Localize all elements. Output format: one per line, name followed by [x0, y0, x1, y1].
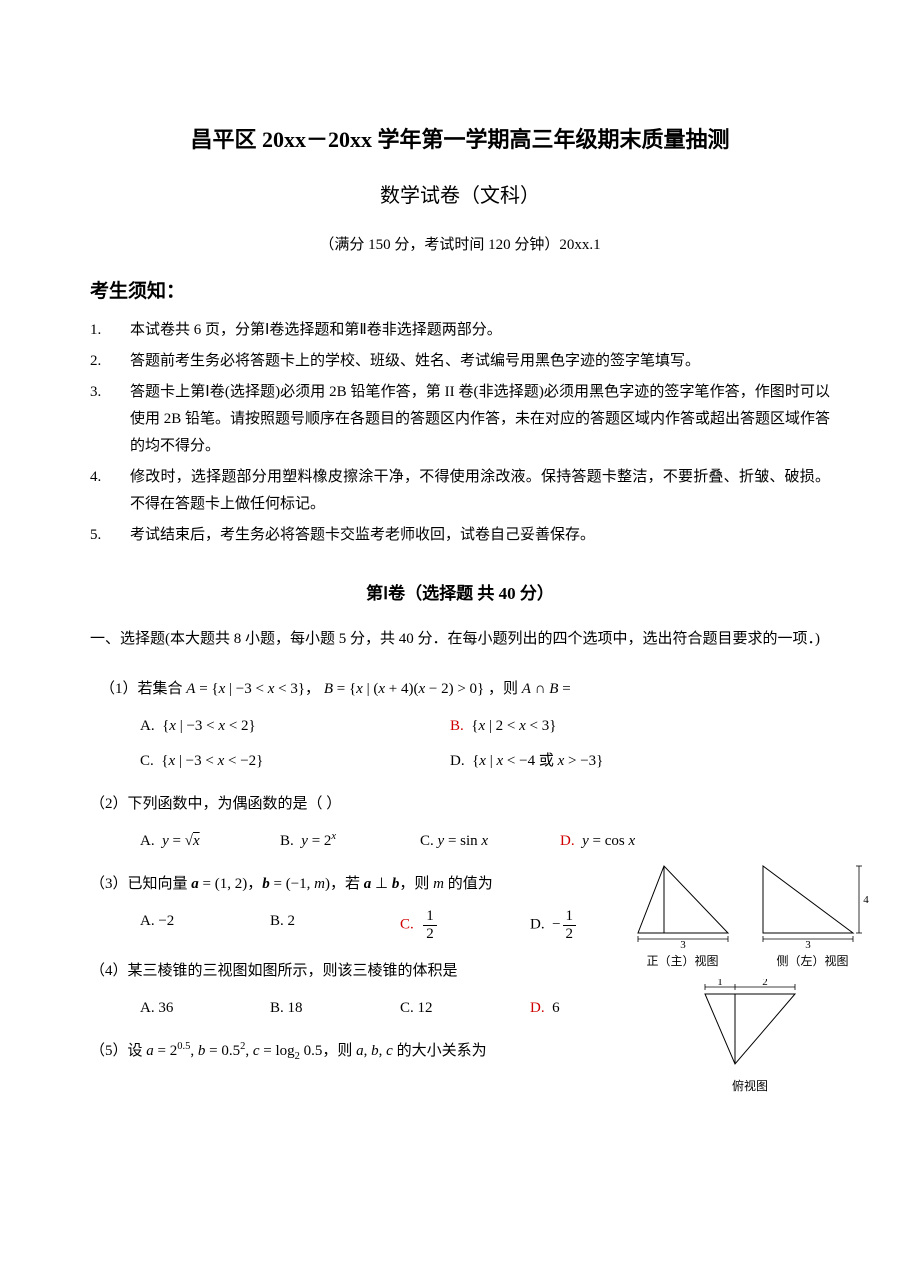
top-view-label: 俯视图 [695, 1076, 805, 1098]
q4-opt-b: B. 18 [270, 995, 400, 1022]
q4-options: A. 36 B. 18 C. 12 D. 6 [90, 995, 560, 1022]
notes-heading: 考生须知： [90, 275, 830, 309]
note-num: 4. [90, 464, 130, 518]
top-view-svg: 1 2 [695, 979, 805, 1074]
notes-list: 1. 本试卷共 6 页，分第Ⅰ卷选择题和第Ⅱ卷非选择题两部分。 2. 答题前考生… [90, 317, 830, 549]
q1-set-b: B = {x | (x + 4)(x − 2) > 0} [324, 681, 484, 697]
q1-options-row-1: A. {x | −3 < x < 2} B. {x | 2 < x < 3} [90, 713, 830, 740]
q1-opt-d: D. {x | x < −4 或 x > −3} [450, 748, 603, 775]
q1-stem-post: ，则 A ∩ B = [488, 681, 571, 697]
q1-options-row-2: C. {x | −3 < x < −2} D. {x | x < −4 或 x … [90, 748, 830, 775]
dim-3: 3 [680, 939, 686, 949]
q4-stem: （4）某三棱锥的三视图如图所示，则该三棱锥的体积是 [90, 958, 560, 985]
side-view: 4 3 侧（左）视图 [753, 861, 873, 973]
front-view-label: 正（主）视图 [628, 951, 738, 973]
front-view: 3 正（主）视图 [628, 861, 738, 973]
q1-opt-a: A. {x | −3 < x < 2} [140, 713, 450, 740]
side-view-label: 侧（左）视图 [753, 951, 873, 973]
note-num: 2. [90, 348, 130, 375]
side-view-svg: 4 3 [753, 861, 873, 949]
three-view-diagram: 3 正（主）视图 4 3 侧（左）视图 [620, 861, 880, 1097]
question-2: （2）下列函数中，为偶函数的是（ ） A. y = √x B. y = 2x C… [90, 791, 830, 855]
q2-opt-a: A. y = √x [140, 828, 280, 855]
note-text: 本试卷共 6 页，分第Ⅰ卷选择题和第Ⅱ卷非选择题两部分。 [130, 317, 830, 344]
note-text: 考试结束后，考生务必将答题卡交监考老师收回，试卷自己妥善保存。 [130, 522, 830, 549]
q4-opt-a: A. 36 [140, 995, 270, 1022]
q2-opt-b: B. y = 2x [280, 828, 420, 855]
q1-stem: （1）若集合 A = {x | −3 < x < 3}， B = {x | (x… [90, 676, 830, 703]
note-item: 5. 考试结束后，考生务必将答题卡交监考老师收回，试卷自己妥善保存。 [90, 522, 830, 549]
note-num: 1. [90, 317, 130, 344]
note-item: 4. 修改时，选择题部分用塑料橡皮擦涂干净，不得使用涂改液。保持答题卡整洁，不要… [90, 464, 830, 518]
section-1-title: 第Ⅰ卷（选择题 共 40 分） [90, 579, 830, 610]
q3-stem: （3）已知向量 a = (1, 2)，b = (−1, m)，若 a ⊥ b，则… [90, 871, 560, 898]
page-title-1: 昌平区 20xx－20xx 学年第一学期高三年级期末质量抽测 [90, 120, 830, 160]
q3-options: A. −2 B. 2 C. 12 D. −12 [90, 908, 560, 942]
note-text: 修改时，选择题部分用塑料橡皮擦涂干净，不得使用涂改液。保持答题卡整洁，不要折叠、… [130, 464, 830, 518]
dim-1: 1 [717, 979, 723, 988]
q1-opt-c: C. {x | −3 < x < −2} [140, 748, 450, 775]
note-item: 1. 本试卷共 6 页，分第Ⅰ卷选择题和第Ⅱ卷非选择题两部分。 [90, 317, 830, 344]
q2-opt-c: C. y = sin x [420, 828, 560, 855]
note-text: 答题前考生务必将答题卡上的学校、班级、姓名、考试编号用黑色字迹的签字笔填写。 [130, 348, 830, 375]
q1-stem-pre: （1）若集合 [100, 681, 186, 697]
note-item: 2. 答题前考生务必将答题卡上的学校、班级、姓名、考试编号用黑色字迹的签字笔填写… [90, 348, 830, 375]
q1-opt-b: B. {x | 2 < x < 3} [450, 713, 556, 740]
q3-opt-c: C. 12 [400, 908, 530, 942]
question-1: （1）若集合 A = {x | −3 < x < 3}， B = {x | (x… [90, 676, 830, 775]
question-4: （4）某三棱锥的三视图如图所示，则该三棱锥的体积是 A. 36 B. 18 C.… [90, 958, 560, 1022]
q2-options: A. y = √x B. y = 2x C. y = sin x D. y = … [90, 828, 830, 855]
page-subinfo: （满分 150 分，考试时间 120 分钟）20xx.1 [90, 232, 830, 259]
q3-opt-b: B. 2 [270, 908, 400, 942]
q5-stem: （5）设 a = 20.5, b = 0.52, c = log2 0.5，则 … [90, 1038, 560, 1067]
dim-2: 2 [762, 979, 768, 988]
question-5: （5）设 a = 20.5, b = 0.52, c = log2 0.5，则 … [90, 1038, 560, 1067]
front-view-svg: 3 [628, 861, 738, 949]
q4-opt-c: C. 12 [400, 995, 530, 1022]
q1-set-a: A = {x | −3 < x < 3} [186, 681, 305, 697]
page-title-2: 数学试卷（文科） [90, 178, 830, 214]
note-item: 3. 答题卡上第Ⅰ卷(选择题)必须用 2B 铅笔作答，第 II 卷(非选择题)必… [90, 379, 830, 460]
q2-opt-d: D. y = cos x [560, 828, 700, 855]
question-3: （3）已知向量 a = (1, 2)，b = (−1, m)，若 a ⊥ b，则… [90, 871, 560, 942]
section-1-instructions: 一、选择题(本大题共 8 小题，每小题 5 分，共 40 分．在每小题列出的四个… [90, 623, 830, 656]
q2-stem: （2）下列函数中，为偶函数的是（ ） [90, 791, 830, 818]
note-text: 答题卡上第Ⅰ卷(选择题)必须用 2B 铅笔作答，第 II 卷(非选择题)必须用黑… [130, 379, 830, 460]
q3-opt-a: A. −2 [140, 908, 270, 942]
note-num: 3. [90, 379, 130, 460]
dim-4: 4 [863, 894, 869, 906]
note-num: 5. [90, 522, 130, 549]
top-view: 1 2 俯视图 [695, 979, 805, 1098]
dim-3b: 3 [805, 939, 811, 949]
